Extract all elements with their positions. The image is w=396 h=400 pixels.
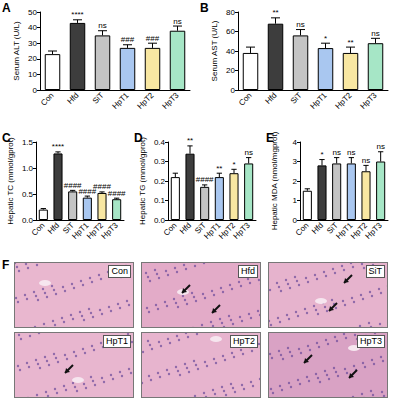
svg-text:HpT1: HpT1	[111, 90, 132, 111]
html-text:HpT2: HpT2	[233, 336, 255, 346]
svg-text:3: 3	[293, 157, 298, 166]
svg-text:10: 10	[28, 70, 37, 79]
svg-text:*: *	[232, 160, 235, 169]
html-text:HpT1: HpT1	[106, 336, 128, 346]
svg-text:80: 80	[226, 8, 235, 17]
svg-text:HpT1: HpT1	[309, 90, 330, 111]
svg-text:SiT: SiT	[325, 220, 340, 236]
svg-text:Con: Con	[162, 221, 179, 238]
svg-text:20: 20	[226, 66, 235, 75]
svg-text:HpT1: HpT1	[70, 220, 91, 241]
html-text:Con: Con	[111, 266, 128, 276]
svg-text:HpT3: HpT3	[100, 220, 121, 241]
svg-text:ns: ns	[98, 21, 106, 30]
svg-text:Con: Con	[30, 221, 47, 238]
svg-text:####: ####	[196, 175, 214, 184]
svg-text:HpT2: HpT2	[349, 220, 370, 241]
svg-text:ns: ns	[173, 17, 181, 26]
svg-text:**: **	[347, 38, 353, 47]
svg-text:SiT: SiT	[91, 91, 106, 106]
svg-text:2: 2	[293, 177, 298, 186]
svg-text:0.4: 0.4	[154, 138, 166, 147]
svg-text:SiT: SiT	[193, 220, 208, 236]
svg-text:0.0: 0.0	[154, 216, 166, 225]
svg-text:####: ####	[108, 189, 126, 198]
html-text:SiT: SiT	[368, 266, 382, 276]
svg-text:Hepatic TG (mmol/gprot): Hepatic TG (mmol/gprot)	[138, 137, 147, 225]
svg-text:1.5: 1.5	[22, 138, 34, 147]
svg-text:Serum ALT (U/L): Serum ALT (U/L)	[12, 21, 21, 81]
svg-text:0: 0	[293, 216, 298, 225]
svg-text:*: *	[324, 34, 327, 43]
svg-text:**: **	[216, 164, 222, 173]
svg-text:0.5: 0.5	[22, 190, 34, 199]
svg-text:**: **	[272, 8, 278, 17]
svg-text:Hfd: Hfd	[178, 221, 193, 236]
svg-text:ns: ns	[347, 148, 355, 157]
svg-text:HpT2: HpT2	[136, 90, 157, 111]
svg-text:###: ###	[146, 34, 160, 43]
svg-text:0.0: 0.0	[22, 216, 34, 225]
svg-text:A: A	[2, 1, 11, 15]
svg-text:**: **	[187, 136, 193, 145]
svg-text:ns: ns	[376, 142, 384, 151]
svg-text:Hfd: Hfd	[264, 91, 279, 106]
svg-text:B: B	[200, 1, 209, 15]
svg-text:HpT2: HpT2	[334, 90, 355, 111]
svg-text:ns: ns	[362, 156, 370, 165]
svg-text:ns: ns	[296, 20, 304, 29]
svg-text:ns: ns	[244, 148, 252, 157]
svg-text:50: 50	[28, 8, 37, 17]
svg-text:###: ###	[121, 35, 135, 44]
html-text:Hfd: Hfd	[241, 266, 255, 276]
svg-text:4: 4	[293, 138, 298, 147]
svg-text:Hfd: Hfd	[46, 221, 61, 236]
svg-text:0.2: 0.2	[154, 177, 166, 186]
svg-text:1.0: 1.0	[22, 164, 34, 173]
svg-text:SiT: SiT	[289, 91, 304, 106]
svg-text:0: 0	[231, 86, 236, 95]
svg-text:Hfd: Hfd	[310, 221, 325, 236]
svg-text:ns: ns	[332, 148, 340, 157]
svg-text:0.3: 0.3	[154, 157, 166, 166]
html-text:F: F	[2, 258, 10, 272]
svg-text:HpT3: HpT3	[161, 90, 182, 111]
svg-text:HpT3: HpT3	[359, 90, 380, 111]
svg-text:HpT2: HpT2	[217, 220, 238, 241]
svg-text:0: 0	[33, 86, 38, 95]
svg-text:****: ****	[71, 10, 83, 19]
svg-text:40: 40	[28, 23, 37, 32]
svg-text:Hepatic TC (mmol/gprot): Hepatic TC (mmol/gprot)	[6, 137, 15, 225]
svg-text:ns: ns	[371, 29, 379, 38]
svg-text:HpT1: HpT1	[334, 220, 355, 241]
svg-text:20: 20	[28, 54, 37, 63]
svg-text:40: 40	[226, 47, 235, 56]
svg-text:Con: Con	[237, 91, 254, 108]
svg-text:Hepatic MDA (nmol/mgprot): Hepatic MDA (nmol/mgprot)	[270, 131, 279, 230]
svg-text:HpT3: HpT3	[364, 220, 385, 241]
html-text:HpT3: HpT3	[360, 336, 382, 346]
svg-text:0.1: 0.1	[154, 196, 166, 205]
svg-text:HpT3: HpT3	[232, 220, 253, 241]
svg-text:Con: Con	[39, 91, 56, 108]
svg-text:SiT: SiT	[61, 220, 76, 236]
svg-text:****: ****	[52, 142, 64, 151]
svg-text:*: *	[320, 150, 323, 159]
svg-text:30: 30	[28, 39, 37, 48]
svg-text:Con: Con	[294, 221, 311, 238]
svg-text:Hfd: Hfd	[66, 91, 81, 106]
svg-text:1: 1	[293, 196, 298, 205]
svg-text:60: 60	[226, 27, 235, 36]
svg-text:Serum AST (U/L): Serum AST (U/L)	[210, 20, 219, 81]
svg-text:HpT2: HpT2	[85, 220, 106, 241]
svg-text:HpT1: HpT1	[202, 220, 223, 241]
